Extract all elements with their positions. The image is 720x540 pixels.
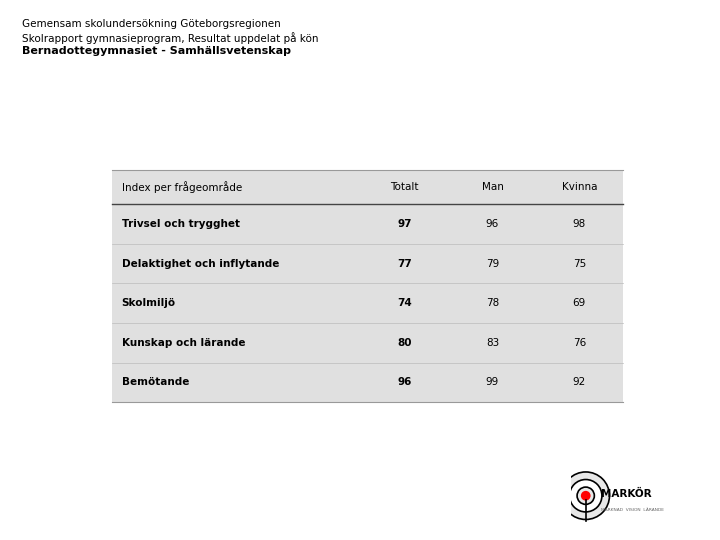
Circle shape bbox=[562, 472, 609, 519]
Text: 80: 80 bbox=[397, 338, 412, 348]
Text: Index per frågeområde: Index per frågeområde bbox=[122, 181, 242, 193]
Text: 92: 92 bbox=[572, 377, 586, 388]
Text: MARKNAD  VISION  LÄRANDE: MARKNAD VISION LÄRANDE bbox=[601, 508, 664, 512]
Circle shape bbox=[577, 487, 595, 504]
Text: Bernadottegymnasiet - Samhällsvetenskap: Bernadottegymnasiet - Samhällsvetenskap bbox=[22, 46, 291, 56]
Text: Delaktighet och inflytande: Delaktighet och inflytande bbox=[122, 259, 279, 269]
Text: 96: 96 bbox=[486, 219, 499, 229]
Circle shape bbox=[581, 491, 590, 501]
Text: Kvinna: Kvinna bbox=[562, 182, 597, 192]
Text: 96: 96 bbox=[397, 377, 411, 388]
Text: Skolmiljö: Skolmiljö bbox=[122, 298, 176, 308]
Text: 76: 76 bbox=[572, 338, 586, 348]
Text: 69: 69 bbox=[572, 298, 586, 308]
Text: 79: 79 bbox=[486, 259, 499, 269]
Text: 83: 83 bbox=[486, 338, 499, 348]
Text: 97: 97 bbox=[397, 219, 412, 229]
Text: Gemensam skolundersökning Göteborgsregionen: Gemensam skolundersökning Göteborgsregio… bbox=[22, 19, 280, 29]
Text: Kunskap och lärande: Kunskap och lärande bbox=[122, 338, 246, 348]
Text: Trivsel och trygghet: Trivsel och trygghet bbox=[122, 219, 240, 229]
Text: MARKÖR: MARKÖR bbox=[601, 489, 652, 499]
Text: 98: 98 bbox=[572, 219, 586, 229]
Text: Totalt: Totalt bbox=[390, 182, 418, 192]
Text: 77: 77 bbox=[397, 259, 412, 269]
Text: Skolrapport gymnasieprogram, Resultat uppdelat på kön: Skolrapport gymnasieprogram, Resultat up… bbox=[22, 32, 318, 44]
Circle shape bbox=[570, 480, 602, 512]
Text: 78: 78 bbox=[486, 298, 499, 308]
Text: Man: Man bbox=[482, 182, 503, 192]
Text: Bemötande: Bemötande bbox=[122, 377, 189, 388]
Text: 74: 74 bbox=[397, 298, 412, 308]
Text: 75: 75 bbox=[572, 259, 586, 269]
Text: 99: 99 bbox=[486, 377, 499, 388]
